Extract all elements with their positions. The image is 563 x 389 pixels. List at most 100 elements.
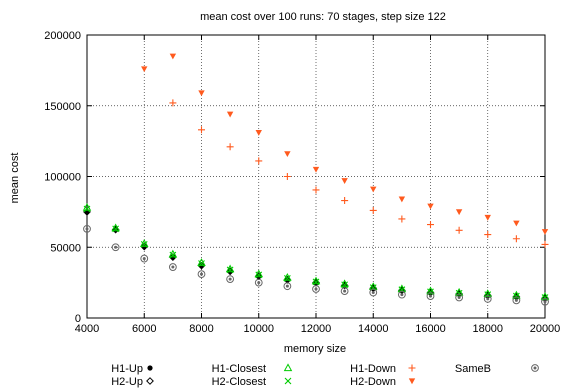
marker-ring — [397, 290, 406, 299]
data-point — [141, 66, 148, 73]
legend-label: H2-Up — [111, 376, 143, 388]
data-point — [168, 263, 177, 271]
axis-ticks: 4000 6000 8000 10000 12000 14000 16000 18000 200… — [44, 30, 560, 335]
data-point — [512, 235, 520, 243]
data-point — [484, 231, 492, 239]
marker-ring — [369, 288, 378, 297]
marker-ring — [111, 243, 120, 252]
data-point — [83, 205, 91, 213]
series-sameb — [83, 224, 549, 306]
legend-label: H1-Down — [350, 363, 396, 375]
data-point — [512, 292, 520, 300]
marker-ring — [254, 278, 263, 287]
data-point — [370, 186, 377, 193]
data-point — [484, 214, 491, 221]
marker-center — [257, 281, 261, 285]
y-tick-label: 100000 — [44, 172, 81, 184]
data-points — [82, 53, 550, 306]
series-h2-closest — [83, 205, 549, 301]
legend-marker — [283, 363, 293, 372]
data-point — [112, 225, 120, 233]
marker-ring — [197, 270, 206, 279]
data-point — [541, 297, 549, 306]
data-point — [169, 53, 177, 60]
data-point — [512, 296, 521, 305]
marker-ring — [83, 224, 91, 233]
data-point — [169, 251, 177, 259]
marker-ring — [483, 294, 492, 303]
data-point — [254, 278, 263, 287]
marker-ring — [541, 297, 549, 306]
marker-ring — [426, 292, 435, 300]
legend-marker — [531, 364, 539, 372]
legend-label: H2-Closest — [212, 376, 266, 388]
marker-center — [486, 297, 490, 301]
marker-center — [142, 257, 146, 261]
data-point — [398, 215, 406, 223]
data-point — [312, 166, 320, 173]
data-point — [197, 270, 206, 279]
data-point — [283, 274, 291, 282]
data-point — [111, 243, 120, 252]
x-tick-label: 16000 — [415, 323, 446, 335]
data-point — [255, 271, 263, 279]
marker-center — [314, 287, 318, 291]
legend-marker — [146, 377, 154, 385]
legend-label: H1-Up — [111, 363, 143, 375]
marker-center — [400, 293, 404, 297]
marker-ring — [168, 263, 177, 271]
x-tick-label: 14000 — [358, 323, 389, 335]
data-point — [483, 294, 492, 303]
marker-ring — [455, 293, 464, 302]
data-point — [226, 275, 235, 283]
data-point — [140, 242, 149, 251]
x-axis-title: memory size — [284, 343, 346, 355]
legend-marker — [284, 377, 292, 385]
data-point — [312, 285, 320, 293]
data-point — [255, 157, 263, 165]
marker-center — [429, 294, 432, 298]
legend-marker — [408, 378, 416, 385]
marker-center — [533, 366, 537, 370]
data-point — [340, 287, 349, 296]
marker-ring — [283, 282, 292, 291]
marker-center — [85, 227, 89, 231]
data-point — [140, 241, 148, 248]
legend-label: H1-Closest — [212, 363, 266, 375]
x-tick-label: 12000 — [301, 323, 332, 335]
y-tick-label: 0 — [75, 313, 81, 325]
data-point — [455, 226, 463, 234]
marker-center — [171, 265, 175, 269]
x-tick-label: 20000 — [530, 323, 561, 335]
marker-ring — [340, 287, 349, 296]
data-point — [226, 143, 234, 151]
legend-label: H2-Down — [350, 376, 396, 388]
legend-label: SameB — [455, 363, 491, 375]
marker-center — [543, 300, 547, 304]
marker-ring — [512, 296, 521, 305]
series-h1-down — [169, 99, 549, 248]
data-point — [312, 186, 320, 194]
data-point — [140, 254, 149, 263]
x-tick-label: 6000 — [132, 323, 156, 335]
data-point — [283, 282, 292, 291]
y-axis-title: mean cost — [9, 153, 21, 204]
data-point — [341, 178, 348, 184]
x-tick-label: 18000 — [472, 323, 503, 335]
data-point — [226, 111, 234, 118]
data-point — [455, 293, 464, 302]
data-point — [541, 229, 549, 235]
data-point — [427, 288, 434, 296]
data-point — [226, 266, 234, 274]
chart-title: mean cost over 100 runs: 70 stages, step… — [200, 11, 446, 23]
data-point — [513, 220, 520, 227]
data-point — [427, 221, 434, 229]
data-point — [484, 291, 492, 299]
data-point — [198, 260, 205, 267]
marker-center — [285, 284, 289, 288]
y-tick-label: 50000 — [50, 242, 81, 254]
data-point — [369, 288, 378, 297]
data-point — [168, 253, 177, 262]
data-point — [341, 197, 349, 205]
marker-center — [343, 289, 347, 293]
